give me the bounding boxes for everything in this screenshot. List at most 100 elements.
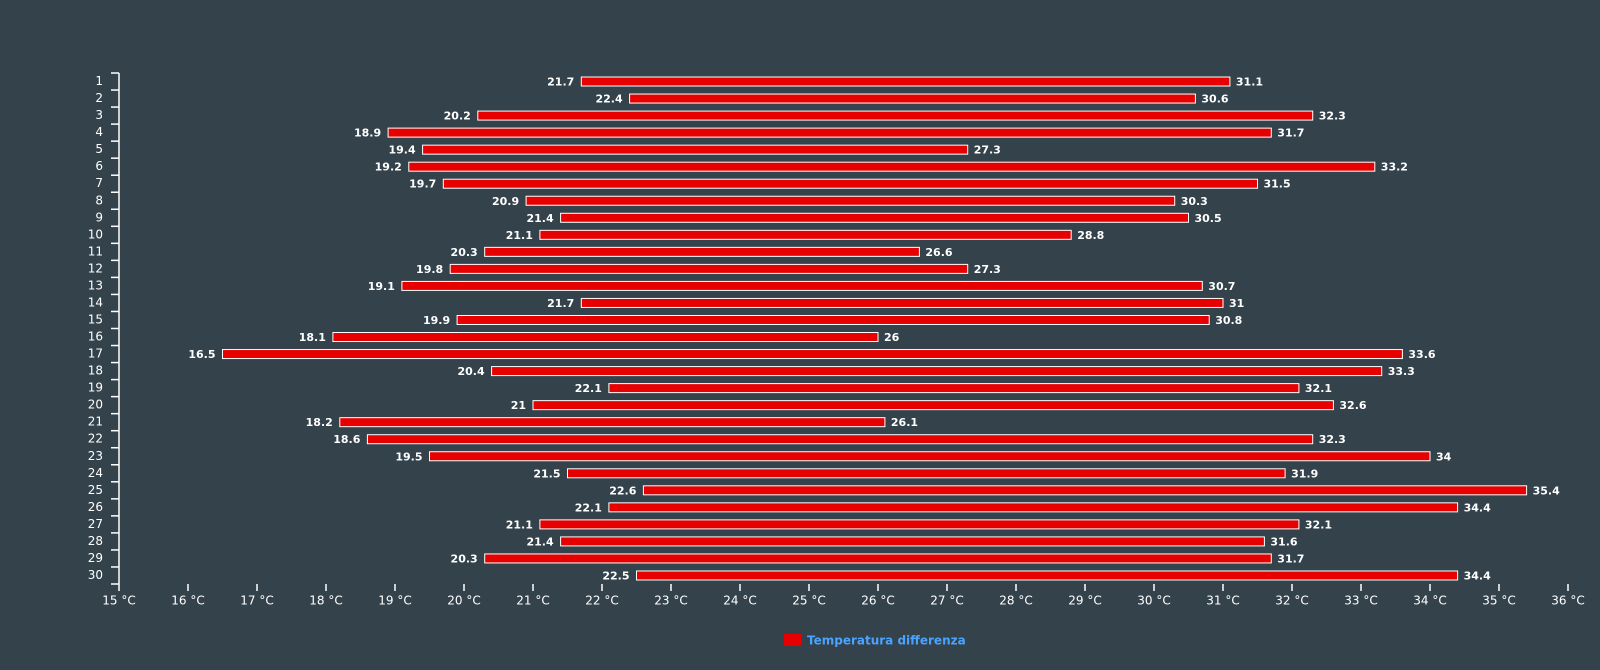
high-value-label: 27.3 xyxy=(974,144,1001,157)
legend-swatch[interactable] xyxy=(784,634,801,646)
high-value-label: 32.1 xyxy=(1305,518,1332,531)
range-bar[interactable] xyxy=(456,314,1210,325)
low-value-label: 18.2 xyxy=(306,416,333,429)
high-value-label: 30.7 xyxy=(1208,280,1235,293)
x-tick-label: 29 °C xyxy=(1068,594,1101,608)
range-bar[interactable] xyxy=(532,400,1334,411)
x-tick-label: 25 °C xyxy=(792,594,825,608)
category-label: 6 xyxy=(95,159,103,173)
range-bar[interactable] xyxy=(642,485,1528,496)
range-bar[interactable] xyxy=(422,144,969,155)
category-label: 14 xyxy=(88,295,103,309)
low-value-label: 21.4 xyxy=(526,535,553,548)
category-label: 20 xyxy=(88,398,103,412)
low-value-label: 20.3 xyxy=(451,552,478,565)
category-label: 1 xyxy=(95,74,103,88)
category-label: 22 xyxy=(88,432,103,446)
low-value-label: 21.4 xyxy=(526,212,553,225)
x-tick-label: 22 °C xyxy=(585,594,618,608)
high-value-label: 31.1 xyxy=(1236,76,1263,89)
range-bar[interactable] xyxy=(387,127,1272,138)
x-tick-label: 26 °C xyxy=(861,594,894,608)
high-value-label: 30.8 xyxy=(1215,314,1242,327)
low-value-label: 19.8 xyxy=(416,263,443,276)
x-tick-label: 32 °C xyxy=(1275,594,1308,608)
high-value-label: 35.4 xyxy=(1533,484,1560,497)
range-bar[interactable] xyxy=(629,93,1196,104)
high-value-label: 31 xyxy=(1229,297,1244,310)
range-bar[interactable] xyxy=(339,417,886,428)
range-bar[interactable] xyxy=(366,434,1314,445)
low-value-label: 21 xyxy=(511,399,526,412)
category-label: 11 xyxy=(88,244,103,258)
low-value-label: 20.3 xyxy=(451,246,478,259)
range-bar[interactable] xyxy=(332,332,879,343)
category-label: 24 xyxy=(88,466,103,480)
x-tick-label: 17 °C xyxy=(240,594,273,608)
high-value-label: 34.4 xyxy=(1464,501,1491,514)
x-tick-label: 15 °C xyxy=(102,594,135,608)
legend-label[interactable]: Temperatura differenza xyxy=(807,634,966,648)
range-bar[interactable] xyxy=(539,519,1300,530)
category-label: 26 xyxy=(88,500,103,514)
high-value-label: 30.3 xyxy=(1181,195,1208,208)
category-label: 19 xyxy=(88,381,103,395)
x-tick-label: 34 °C xyxy=(1413,594,1446,608)
range-bar[interactable] xyxy=(477,110,1314,121)
range-bar[interactable] xyxy=(608,383,1300,394)
high-value-label: 33.3 xyxy=(1388,365,1415,378)
range-bar[interactable] xyxy=(484,553,1272,564)
category-label: 8 xyxy=(95,193,103,207)
range-bar[interactable] xyxy=(429,451,1431,462)
range-bar[interactable] xyxy=(608,502,1459,513)
low-value-label: 19.5 xyxy=(395,450,422,463)
category-label: 5 xyxy=(95,142,103,156)
range-bar[interactable] xyxy=(525,195,1176,206)
low-value-label: 19.9 xyxy=(423,314,450,327)
x-tick-label: 20 °C xyxy=(447,594,480,608)
range-bar[interactable] xyxy=(567,468,1286,479)
high-value-label: 31.5 xyxy=(1264,178,1291,191)
range-bar[interactable] xyxy=(580,297,1224,308)
low-value-label: 19.4 xyxy=(388,144,415,157)
low-value-label: 21.1 xyxy=(506,229,533,242)
high-value-label: 31.9 xyxy=(1291,467,1318,480)
range-bar[interactable] xyxy=(484,246,920,257)
low-value-label: 22.5 xyxy=(602,569,629,582)
low-value-label: 21.7 xyxy=(547,297,574,310)
high-value-label: 32.3 xyxy=(1319,110,1346,123)
range-bar[interactable] xyxy=(539,229,1072,240)
low-value-label: 20.9 xyxy=(492,195,519,208)
high-value-label: 31.7 xyxy=(1277,127,1304,140)
x-tick-label: 16 °C xyxy=(171,594,204,608)
high-value-label: 33.2 xyxy=(1381,161,1408,174)
category-label: 21 xyxy=(88,415,103,429)
low-value-label: 16.5 xyxy=(188,348,215,361)
high-value-label: 26.6 xyxy=(925,246,952,259)
range-bar[interactable] xyxy=(401,280,1203,291)
category-label: 18 xyxy=(88,364,103,378)
low-value-label: 22.1 xyxy=(575,501,602,514)
high-value-label: 27.3 xyxy=(974,263,1001,276)
range-bar[interactable] xyxy=(222,349,1403,360)
range-bar[interactable] xyxy=(636,570,1459,581)
high-value-label: 34 xyxy=(1436,450,1452,463)
range-bar[interactable] xyxy=(560,212,1189,223)
range-bar[interactable] xyxy=(580,76,1231,87)
x-tick-label: 28 °C xyxy=(999,594,1032,608)
low-value-label: 18.6 xyxy=(333,433,360,446)
low-value-label: 20.2 xyxy=(444,110,471,123)
range-bar[interactable] xyxy=(560,536,1265,547)
x-tick-label: 23 °C xyxy=(654,594,687,608)
category-label: 27 xyxy=(88,517,103,531)
category-label: 7 xyxy=(95,176,103,190)
category-label: 23 xyxy=(88,449,103,463)
category-label: 12 xyxy=(88,261,103,275)
range-bar[interactable] xyxy=(442,178,1258,189)
range-bar[interactable] xyxy=(491,366,1383,377)
category-label: 9 xyxy=(95,210,103,224)
high-value-label: 32.6 xyxy=(1339,399,1366,412)
range-bar[interactable] xyxy=(449,263,969,274)
range-bar[interactable] xyxy=(408,161,1376,172)
category-label: 15 xyxy=(88,312,103,326)
